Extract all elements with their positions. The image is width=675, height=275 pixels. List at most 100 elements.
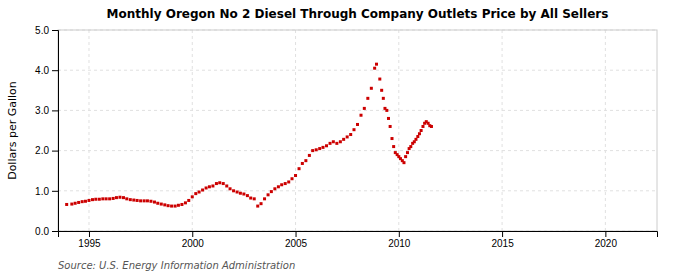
annotation: Source: U.S. Energy Information Administ… bbox=[58, 260, 295, 271]
x-tick-mark bbox=[605, 231, 606, 237]
point bbox=[304, 159, 307, 162]
x-tick-mark bbox=[89, 231, 90, 237]
point bbox=[132, 199, 135, 202]
point bbox=[430, 125, 433, 128]
point bbox=[105, 197, 108, 200]
point bbox=[387, 117, 390, 120]
y-tick: 2.0 bbox=[35, 145, 58, 156]
point bbox=[70, 203, 73, 206]
point bbox=[414, 138, 417, 141]
point bbox=[194, 192, 197, 195]
point bbox=[94, 198, 97, 201]
point bbox=[249, 197, 252, 200]
point bbox=[390, 137, 393, 140]
point bbox=[218, 181, 221, 184]
point bbox=[335, 142, 338, 145]
point bbox=[98, 198, 101, 201]
y-tick-label: 0.0 bbox=[35, 226, 49, 237]
point bbox=[421, 125, 424, 128]
point bbox=[291, 177, 294, 180]
point bbox=[342, 138, 345, 141]
point bbox=[385, 109, 388, 112]
y-tick: 5.0 bbox=[35, 25, 58, 36]
grid-line-x bbox=[192, 30, 193, 231]
point bbox=[180, 203, 183, 206]
point bbox=[236, 191, 239, 194]
point bbox=[187, 199, 190, 202]
y-tick-mark bbox=[52, 191, 58, 192]
point bbox=[149, 200, 152, 203]
y-tick-mark bbox=[52, 151, 58, 152]
point bbox=[332, 140, 335, 143]
point bbox=[270, 190, 273, 193]
y-tick-label: 2.0 bbox=[35, 145, 49, 156]
point bbox=[242, 193, 245, 196]
x-tick: 2000 bbox=[182, 231, 205, 249]
point bbox=[418, 132, 421, 135]
x-tick-mark bbox=[502, 231, 503, 237]
x-axis: 199520002005201020152020 bbox=[59, 231, 658, 249]
x-tick-label: 2005 bbox=[285, 238, 308, 249]
point bbox=[112, 197, 115, 200]
point bbox=[122, 196, 125, 199]
point bbox=[256, 205, 259, 208]
point bbox=[146, 199, 149, 202]
grid bbox=[58, 30, 657, 231]
point bbox=[65, 203, 68, 206]
point bbox=[318, 147, 321, 150]
point bbox=[184, 201, 187, 204]
point bbox=[136, 199, 139, 202]
point bbox=[205, 186, 208, 189]
x-tick-mark bbox=[296, 231, 297, 237]
point bbox=[143, 199, 146, 202]
point bbox=[108, 197, 111, 200]
grid-line-x bbox=[398, 30, 399, 231]
y-tick-mark bbox=[52, 30, 58, 31]
x-axis-line bbox=[59, 232, 658, 238]
y-tick-label: 4.0 bbox=[35, 65, 49, 76]
point bbox=[232, 189, 235, 192]
point bbox=[363, 107, 366, 110]
point bbox=[87, 199, 90, 202]
plot-frame bbox=[58, 30, 657, 231]
x-tick: 1995 bbox=[78, 231, 101, 249]
x-tick: 2020 bbox=[595, 231, 618, 249]
y-tick: 0.0 bbox=[35, 226, 58, 237]
point bbox=[84, 200, 87, 203]
point bbox=[315, 148, 318, 151]
point bbox=[263, 197, 266, 200]
point bbox=[239, 192, 242, 195]
point bbox=[174, 205, 177, 208]
point bbox=[198, 191, 201, 194]
chart-container: 1995200020052010201520200.01.02.03.04.05… bbox=[0, 0, 675, 275]
point bbox=[294, 174, 297, 177]
grid-line-x bbox=[605, 30, 606, 231]
point bbox=[416, 135, 419, 138]
point bbox=[118, 196, 121, 199]
point bbox=[287, 180, 290, 183]
point bbox=[229, 187, 232, 190]
y-tick-mark bbox=[52, 231, 58, 232]
point bbox=[81, 200, 84, 203]
chart-svg: 1995200020052010201520200.01.02.03.04.05… bbox=[0, 0, 675, 275]
point bbox=[125, 197, 128, 200]
point bbox=[280, 183, 283, 186]
y-axis-title: Dollars per Gallon bbox=[6, 81, 19, 180]
y-tick-label: 5.0 bbox=[35, 25, 49, 36]
point bbox=[380, 89, 383, 92]
marks bbox=[65, 63, 433, 208]
point bbox=[339, 140, 342, 143]
point bbox=[284, 182, 287, 185]
point bbox=[382, 97, 385, 100]
point bbox=[225, 184, 228, 187]
x-tick-mark bbox=[192, 231, 193, 237]
y-tick: 4.0 bbox=[35, 65, 58, 76]
point bbox=[277, 185, 280, 188]
point bbox=[406, 151, 409, 154]
grid-line-x bbox=[88, 30, 89, 231]
point bbox=[370, 87, 373, 90]
point bbox=[191, 195, 194, 198]
grid-line-y bbox=[58, 150, 657, 151]
point bbox=[222, 182, 225, 185]
point bbox=[273, 187, 276, 190]
